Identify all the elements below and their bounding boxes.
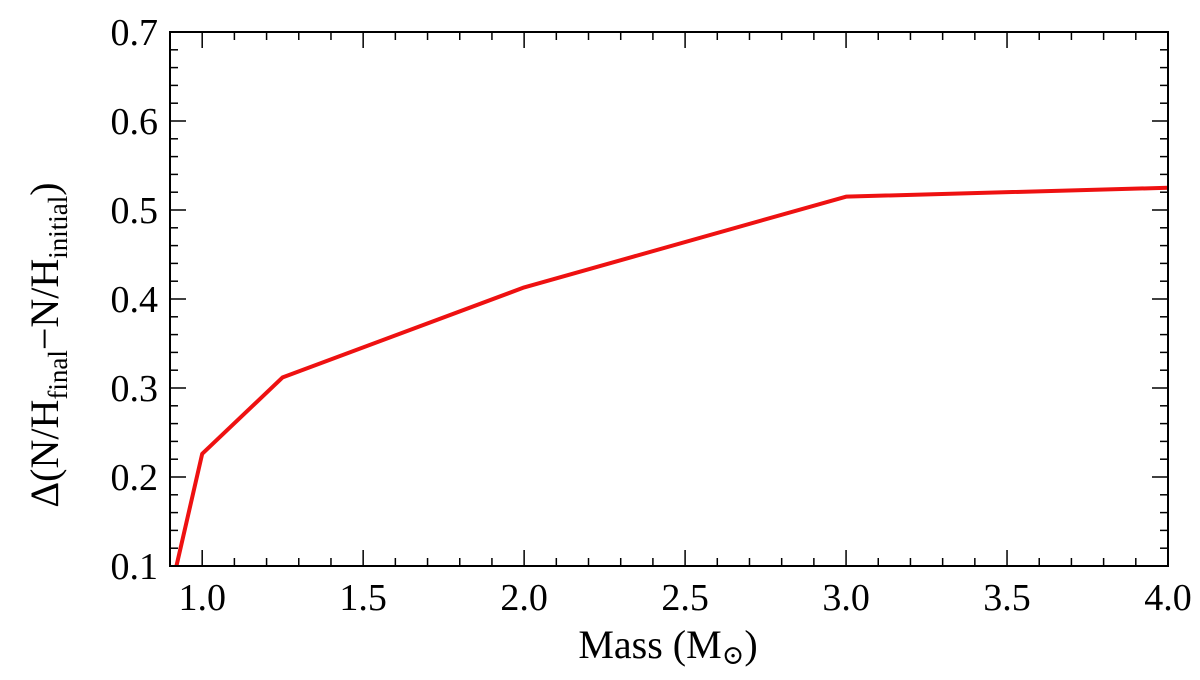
y-tick-label: 0.4 bbox=[111, 279, 159, 321]
series-group bbox=[174, 185, 1169, 567]
x-tick-label: 3.0 bbox=[822, 577, 870, 619]
y-axis-label: Δ(N/Hfinal−N/Hinitial) bbox=[22, 182, 73, 507]
sun-symbol: ⊙ bbox=[722, 640, 745, 670]
x-axis-label-text: Mass (M bbox=[578, 622, 721, 667]
y-label-mid: −N/H bbox=[22, 259, 67, 350]
y-tick-label: 0.7 bbox=[111, 12, 159, 54]
x-tick-label: 1.0 bbox=[178, 577, 226, 619]
x-axis-label-close: ) bbox=[744, 622, 757, 667]
x-tick-label: 1.5 bbox=[339, 577, 387, 619]
tick-labels: 1.0 1.5 2.0 2.5 3.0 3.5 4.0 0.1 0.2 0.3 0.4 0.5 0.6 0… bbox=[111, 12, 1192, 619]
x-tick-label: 2.0 bbox=[500, 577, 548, 619]
plot-frame bbox=[169, 31, 1169, 567]
y-tick-label: 0.3 bbox=[111, 368, 159, 410]
x-tick-label: 2.5 bbox=[661, 577, 709, 619]
y-tick-label: 0.1 bbox=[111, 546, 159, 588]
y-label-sub-initial: initial bbox=[43, 196, 73, 259]
x-tick-label: 3.5 bbox=[983, 577, 1031, 619]
x-axis-label: Mass (M⊙) bbox=[578, 622, 757, 670]
y-tick-label: 0.6 bbox=[111, 101, 159, 143]
x-tick-label: 4.0 bbox=[1144, 577, 1192, 619]
y-label-prefix: Δ(N/H bbox=[22, 400, 67, 508]
axis-ticks bbox=[169, 31, 1169, 567]
series-line bbox=[174, 185, 1169, 567]
y-tick-label: 0.2 bbox=[111, 457, 159, 499]
y-tick-label: 0.5 bbox=[111, 190, 159, 232]
y-label-suffix: ) bbox=[22, 182, 67, 195]
y-label-sub-final: final bbox=[43, 350, 73, 399]
